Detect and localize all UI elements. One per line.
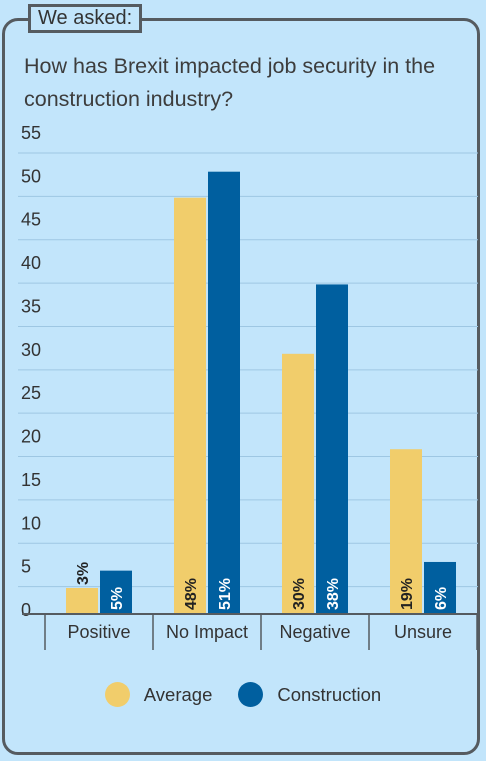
legend-swatch <box>238 682 264 707</box>
data-label: 30% <box>291 578 308 610</box>
legend: Average Construction <box>0 682 486 707</box>
y-tick-label: 15 <box>21 470 41 490</box>
y-axis-ticks: 0 5 10 15 20 25 30 35 40 45 50 55 <box>21 123 41 620</box>
y-tick-label: 20 <box>21 427 41 447</box>
data-label: 38% <box>325 578 342 610</box>
x-axis <box>22 613 480 650</box>
card-frame <box>2 18 480 755</box>
x-tick-label: No Impact <box>166 622 248 642</box>
y-tick-label: 5 <box>21 557 31 577</box>
x-tick-label: Unsure <box>394 622 452 642</box>
data-label: 5% <box>109 587 126 610</box>
bar-average-no-impact <box>174 197 206 614</box>
bar-construction-positive <box>100 570 132 614</box>
legend-item: Average <box>104 682 213 707</box>
legend-label: Construction <box>277 683 382 705</box>
data-label: 51% <box>217 578 234 610</box>
y-tick-label: 10 <box>21 513 41 533</box>
bar-construction-no-impact <box>208 171 240 614</box>
bar-average-negative <box>282 353 314 614</box>
legend-item: Construction <box>238 682 381 707</box>
y-tick-label: 50 <box>21 166 41 186</box>
y-tick-label: 40 <box>21 253 41 273</box>
bar-average-unsure <box>390 449 422 614</box>
legend-swatch <box>104 682 130 707</box>
legend-label: Average <box>143 683 213 705</box>
we-asked-label: We asked: <box>28 4 143 33</box>
data-label: 48% <box>183 578 200 610</box>
data-label: 6% <box>433 587 450 610</box>
bar-construction-unsure <box>424 561 456 614</box>
y-tick-label: 45 <box>21 210 41 230</box>
y-tick-label: 55 <box>21 123 41 143</box>
bar-average-positive <box>66 587 98 614</box>
y-tick-label: 25 <box>21 383 41 403</box>
x-tick-label: Positive <box>67 622 130 642</box>
gridlines <box>18 152 478 588</box>
x-axis-labels: Positive No Impact Negative Unsure <box>67 622 452 642</box>
y-tick-label: 35 <box>21 296 41 316</box>
bars: 3% 5% 48% 51% 30% 38% 19% 6% <box>66 171 456 614</box>
y-tick-label: 30 <box>21 340 41 360</box>
x-tick-label: Negative <box>279 622 350 642</box>
chart-title: How has Brexit impacted job security in … <box>24 54 436 111</box>
bar-construction-negative <box>316 284 348 614</box>
data-label: 3% <box>75 562 92 585</box>
data-label: 19% <box>399 578 416 610</box>
y-tick-label: 0 <box>21 600 31 620</box>
